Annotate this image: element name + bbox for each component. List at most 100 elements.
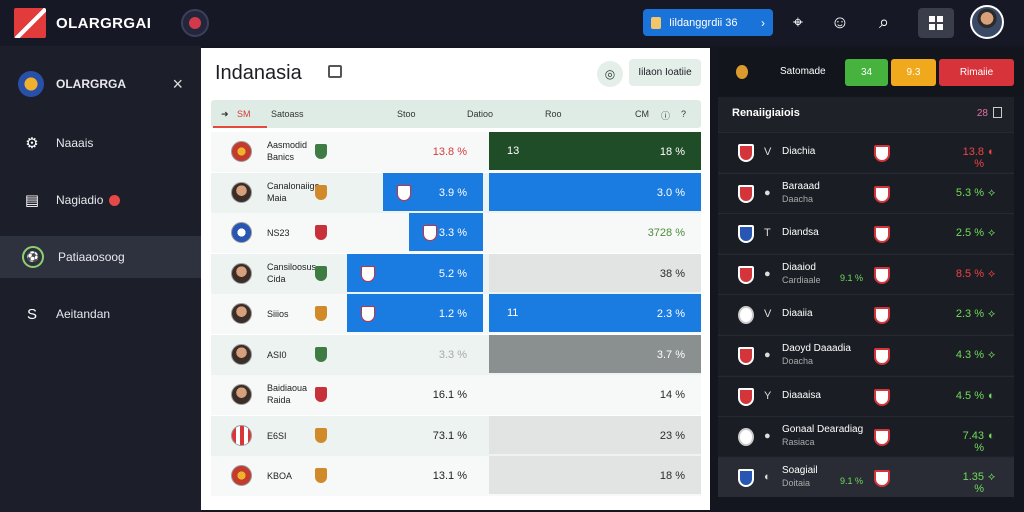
trend-icon[interactable]: ⟡	[988, 186, 996, 199]
list-item[interactable]: ● Daoyd Daaadia Doacha 4.3 % ⟡	[718, 335, 1014, 375]
medal-icon	[736, 65, 748, 79]
header-col-4[interactable]: Roo	[545, 109, 562, 119]
player-photo	[231, 141, 252, 162]
team-name: Gonaal Dearadiag Rasiaca	[782, 424, 864, 448]
stat-bar[interactable]: 38 %	[489, 253, 701, 292]
sidebar-item-2[interactable]: ⚽ Patiaaosoog	[0, 236, 201, 278]
list-item[interactable]: Y Diaaaisa 4.5 % ◐	[718, 375, 1014, 416]
stat-value: 8.5 %	[955, 267, 984, 280]
header-col-3[interactable]: Datioo	[467, 109, 494, 119]
header-col-2[interactable]: Stoo	[397, 109, 416, 119]
club-shield-icon	[315, 427, 327, 443]
info-circle-icon[interactable]: ⓘ	[661, 111, 671, 121]
team-name: Daoyd Daaadia Doacha	[782, 343, 851, 366]
trend-icon[interactable]: ⟡	[988, 470, 996, 483]
info-icon[interactable]	[328, 65, 342, 78]
club-crest-icon[interactable]	[181, 9, 210, 37]
header-col-5[interactable]: CM	[635, 109, 649, 119]
table-row[interactable]: Cansiloosus Cida 5.2 % 38 %	[211, 253, 701, 294]
trend-icon[interactable]: ⟡	[988, 349, 996, 361]
mini-crest-icon	[361, 265, 375, 282]
sidebar-item-0[interactable]: ⚙ Naaais	[0, 122, 201, 164]
trend-icon[interactable]: ⟡	[988, 308, 996, 321]
table-row[interactable]: Canalonaiigo Maia 3.9 % 3.0 %	[211, 172, 701, 213]
list-item[interactable]: T Diandsa 2.5 % ⟡	[718, 213, 1014, 254]
top-search-label: Iildanggrdii 36	[669, 16, 738, 29]
stat-button-orange[interactable]: 9.3	[891, 59, 936, 86]
table-row[interactable]: Baidiaoua Raida 16.1 % 14 %	[211, 375, 701, 415]
stat-bar[interactable]: 3.7 %	[489, 334, 701, 373]
player-photo	[231, 424, 252, 446]
help-circle-icon[interactable]: ?	[681, 109, 687, 119]
stat-button-red[interactable]: Rimaiie	[939, 59, 1014, 86]
stat-bar[interactable]: 11 2.3 %	[489, 294, 701, 332]
stat-bar[interactable]: 3.0 %	[489, 172, 701, 211]
filter-button[interactable]: Iilaon Ioatiie	[629, 59, 701, 86]
table-row[interactable]: ASI0 3.3 % 3.7 %	[211, 334, 701, 375]
header-col-0[interactable]: SM	[237, 109, 251, 119]
brand-logo-icon[interactable]	[14, 8, 46, 38]
trend-icon[interactable]: ◐	[988, 389, 995, 402]
list-item[interactable]: V Diachia 13.8 % ◐	[718, 132, 1014, 172]
stat-button-green[interactable]: 34	[845, 59, 888, 86]
table-row[interactable]: Aasmodid Banics 13.8 % 13 18 %	[211, 132, 701, 172]
grid-button[interactable]	[918, 8, 954, 38]
team-crest-icon	[738, 225, 754, 244]
stat-bar[interactable]: 13 18 %	[489, 132, 701, 170]
team-crest-icon	[738, 347, 754, 365]
trend-icon[interactable]: ⟡	[988, 267, 996, 280]
right-panel-label: Satomade	[780, 66, 826, 77]
table-row[interactable]: Siiios 1.2 % 11 2.3 %	[211, 294, 701, 334]
player-photo	[231, 465, 252, 486]
gear-icon: ⚙	[25, 135, 39, 152]
right-panel-toolbar: Satomade 34 9.3 Rimaiie	[718, 48, 1024, 96]
stat-bar[interactable]: 14 %	[489, 375, 701, 413]
team-mark: ●	[764, 186, 771, 199]
top-search-button[interactable]: Iildanggrdii 36 ›	[643, 9, 773, 36]
club-shield-icon	[315, 184, 327, 200]
trend-icon[interactable]: ◐	[988, 146, 995, 158]
player-photo	[231, 181, 252, 203]
list-item[interactable]: ◐ Soagiail Doitaia 9.1 % 1.35 % ⟡	[718, 456, 1014, 497]
character-icon[interactable]: ☺	[830, 11, 850, 32]
sidebar-item-1[interactable]: ▤ Nagiadio	[0, 179, 201, 221]
trend-icon[interactable]: ⟡	[988, 227, 996, 240]
team-name: Diaaaisa	[782, 389, 821, 401]
opponent-crest-icon	[874, 266, 890, 284]
list-item[interactable]: ● Baraaad Daacha 5.3 % ⟡	[718, 172, 1014, 213]
club-shield-icon	[315, 265, 327, 281]
team-mark: ●	[764, 349, 771, 361]
trend-icon[interactable]: ◐	[988, 430, 995, 443]
trophy-icon	[651, 16, 661, 29]
sidebar-item-3[interactable]: S Aeitandan	[0, 293, 201, 335]
sort-arrow-icon[interactable]: ➜	[221, 109, 229, 119]
header-col-1[interactable]: Satoass	[271, 109, 304, 119]
copy-icon[interactable]	[993, 107, 1002, 118]
user-avatar[interactable]	[970, 5, 1004, 39]
filter-icon[interactable]: ◎	[597, 61, 623, 87]
sidebar-menu: ⚙ Naaais ▤ Nagiadio ⚽ Patiaaosoog S Aeitandan	[0, 122, 201, 335]
list-item[interactable]: ● Diaaiod Cardiaale 9.1 % 8.5 % ⟡	[718, 253, 1014, 294]
active-tab-underline	[213, 126, 267, 128]
search-icon[interactable]: ⌕	[878, 11, 890, 32]
table-row[interactable]: NS23 3.3 % 3728 %	[211, 213, 701, 253]
stat-bar[interactable]: 3728 %	[489, 213, 701, 251]
location-pin-icon[interactable]: ⌖	[792, 11, 804, 32]
close-icon[interactable]: ×	[172, 73, 183, 94]
stat-bar-value: 18 %	[659, 470, 685, 482]
right-panel-count: 28	[976, 108, 988, 119]
table-row[interactable]: KBOA 13.1 % 18 %	[211, 456, 701, 496]
list-item[interactable]: ● Gonaal Dearadiag Rasiaca 7.43 % ◐	[718, 416, 1014, 457]
team-mark: ◐	[764, 470, 771, 483]
list-item[interactable]: V Diaaiia 2.3 % ⟡	[718, 294, 1014, 335]
team-name: Diandsa	[782, 227, 819, 239]
team-mark: V	[764, 146, 772, 158]
team-crest-icon	[738, 184, 754, 203]
stat-bar[interactable]: 18 %	[489, 456, 701, 494]
table-row[interactable]: E6SI 73.1 % 23 %	[211, 415, 701, 456]
chevron-right-icon: ›	[761, 15, 765, 30]
stat-value: 2.3 %	[955, 308, 984, 321]
stat-value: 7.43 %	[962, 430, 984, 455]
team-mark: ●	[764, 267, 771, 280]
stat-bar[interactable]: 23 %	[489, 415, 701, 454]
